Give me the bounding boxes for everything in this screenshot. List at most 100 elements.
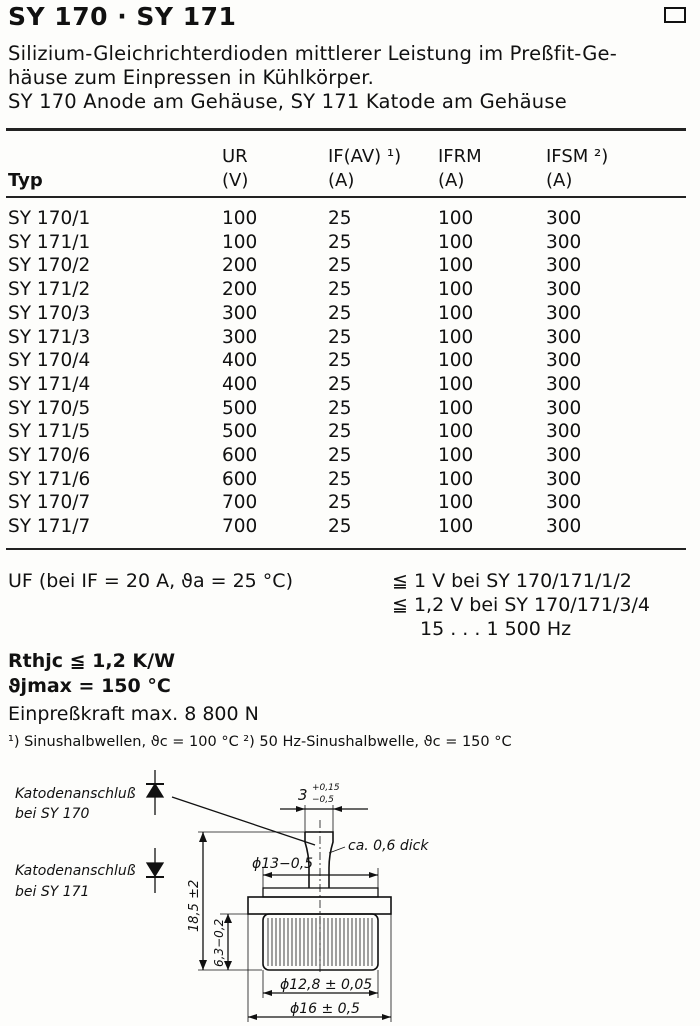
- cell-ifrm: 100: [438, 302, 474, 324]
- press-force-spec: Einpreßkraft max. 8 800 N: [8, 703, 259, 725]
- cell-type: SY 171/2: [8, 279, 91, 301]
- cell-ifrm: 100: [438, 350, 474, 372]
- page-title: SY 170 · SY 171: [8, 2, 237, 31]
- header-ifav-unit: (A): [328, 170, 355, 191]
- cell-type: SY 170/1: [8, 208, 91, 229]
- cell-ifrm: 100: [438, 397, 474, 419]
- frequency-range: 15 . . . 1 500 Hz: [420, 618, 572, 640]
- cell-ur: 700: [222, 492, 258, 514]
- cell-ifrm: 100: [438, 208, 474, 229]
- header-ifrm: IFRM: [438, 146, 482, 167]
- cell-ifsm: 300: [546, 350, 582, 372]
- cell-type: SY 170/7: [8, 492, 91, 514]
- table-top-rule: [6, 128, 686, 131]
- cell-ifav: 25: [328, 279, 352, 301]
- cell-ur: 100: [222, 208, 258, 229]
- cell-ifrm: 100: [438, 445, 474, 466]
- cell-type: SY 171/4: [8, 373, 91, 395]
- cell-type: SY 170/2: [8, 255, 91, 277]
- cell-ifrm: 100: [438, 492, 474, 514]
- cell-ifrm: 100: [438, 279, 474, 301]
- table-row: SY 171/2 200 25 100 300: [0, 279, 700, 303]
- cell-ifsm: 300: [546, 373, 582, 395]
- table-header-rule: [6, 196, 686, 198]
- cell-ifsm: 300: [546, 516, 582, 538]
- uf-label: UF (bei IF = 20 A, ϑa = 25 °C): [8, 570, 293, 592]
- diode-anode-icon: [145, 770, 165, 815]
- dim-body-height: 6,3−0,2: [212, 919, 226, 967]
- cell-ifsm: 300: [546, 326, 582, 348]
- header-ifav: IF(AV) ¹): [328, 146, 402, 167]
- table-bottom-rule: [6, 548, 686, 550]
- dim-flange: ϕ13−0,5: [252, 856, 313, 872]
- cell-ur: 300: [222, 326, 258, 348]
- cell-ur: 600: [222, 468, 258, 490]
- cell-ur: 500: [222, 397, 258, 419]
- cell-ifsm: 300: [546, 279, 582, 301]
- description-line: häuse zum Einpressen in Kühlkörper.: [8, 66, 375, 89]
- cell-ifav: 25: [328, 516, 352, 538]
- dim-outer-dia: ϕ16 ± 0,5: [290, 1001, 360, 1017]
- package-box-icon: [664, 7, 686, 23]
- label-sy170-line1: Katodenanschluß: [15, 786, 136, 802]
- cell-ifrm: 100: [438, 516, 474, 538]
- dim-height: 18,5 ±2: [187, 880, 202, 932]
- cell-ifav: 25: [328, 468, 352, 490]
- cell-ifav: 25: [328, 350, 352, 372]
- table-row: SY 170/5 500 25 100 300: [0, 398, 700, 422]
- cell-ifsm: 300: [546, 445, 582, 466]
- table-row: SY 171/3 300 25 100 300: [0, 327, 700, 351]
- cell-type: SY 170/4: [8, 350, 91, 372]
- cell-type: SY 171/5: [8, 421, 91, 443]
- header-ifsm-unit: (A): [546, 170, 573, 191]
- cell-ifsm: 300: [546, 255, 582, 277]
- diode-cathode-icon: [145, 848, 165, 893]
- cell-ifav: 25: [328, 231, 352, 253]
- cell-ifav: 25: [328, 373, 352, 395]
- tjmax-spec: ϑjmax = 150 °C: [8, 675, 171, 697]
- uf-value: ≦ 1 V bei SY 170/171/1/2: [392, 570, 632, 592]
- table-row: SY 170/1 100 25 100 300: [0, 208, 700, 232]
- table-row: SY 171/1 100 25 100 300: [0, 232, 700, 256]
- cell-ifrm: 100: [438, 468, 474, 490]
- description-line: Silizium-Gleichrichterdioden mittlerer L…: [8, 42, 617, 65]
- cell-type: SY 171/7: [8, 516, 91, 538]
- cell-ur: 600: [222, 445, 258, 466]
- label-sy170-line2: bei SY 170: [15, 806, 90, 822]
- header-ifsm: IFSM ²): [546, 146, 609, 167]
- description-line: SY 170 Anode am Gehäuse, SY 171 Katode a…: [8, 90, 567, 113]
- cell-ur: 100: [222, 231, 258, 253]
- cell-type: SY 170/6: [8, 445, 91, 466]
- dim-tab-tol-upper: +0,15: [312, 783, 340, 793]
- cell-ifav: 25: [328, 208, 352, 229]
- footnotes: ¹) Sinushalbwellen, ϑc = 100 °C ²) 50 Hz…: [8, 734, 512, 750]
- cell-ur: 400: [222, 373, 258, 395]
- rthjc-spec: Rthjc ≦ 1,2 K/W: [8, 650, 176, 672]
- dim-body-dia: ϕ12,8 ± 0,05: [280, 977, 372, 993]
- package-drawing: Katodenanschluß bei SY 170 Katodenanschl…: [15, 770, 429, 1022]
- header-typ: Typ: [8, 170, 43, 191]
- cell-type: SY 170/3: [8, 302, 91, 324]
- leader-line: [171, 796, 316, 846]
- cell-ifsm: 300: [546, 492, 582, 514]
- table-row: SY 170/4 400 25 100 300: [0, 350, 700, 374]
- dim-thickness: ca. 0,6 dick: [348, 838, 429, 854]
- uf-value: ≦ 1,2 V bei SY 170/171/3/4: [392, 594, 650, 616]
- cell-ifav: 25: [328, 255, 352, 277]
- cell-ifsm: 300: [546, 208, 582, 229]
- cell-ifav: 25: [328, 326, 352, 348]
- cell-ifsm: 300: [546, 302, 582, 324]
- table-row: SY 171/7 700 25 100 300: [0, 516, 700, 540]
- cell-ifrm: 100: [438, 231, 474, 253]
- cell-type: SY 171/3: [8, 326, 91, 348]
- table-row: SY 170/3 300 25 100 300: [0, 303, 700, 327]
- table-row: SY 171/6 600 25 100 300: [0, 469, 700, 493]
- cell-ur: 500: [222, 421, 258, 443]
- table-row: SY 171/5 500 25 100 300: [0, 421, 700, 445]
- table-row: SY 170/6 600 25 100 300: [0, 445, 700, 469]
- cell-ur: 300: [222, 302, 258, 324]
- header-ur-unit: (V): [222, 170, 249, 191]
- cell-ifrm: 100: [438, 255, 474, 277]
- cell-ifsm: 300: [546, 468, 582, 490]
